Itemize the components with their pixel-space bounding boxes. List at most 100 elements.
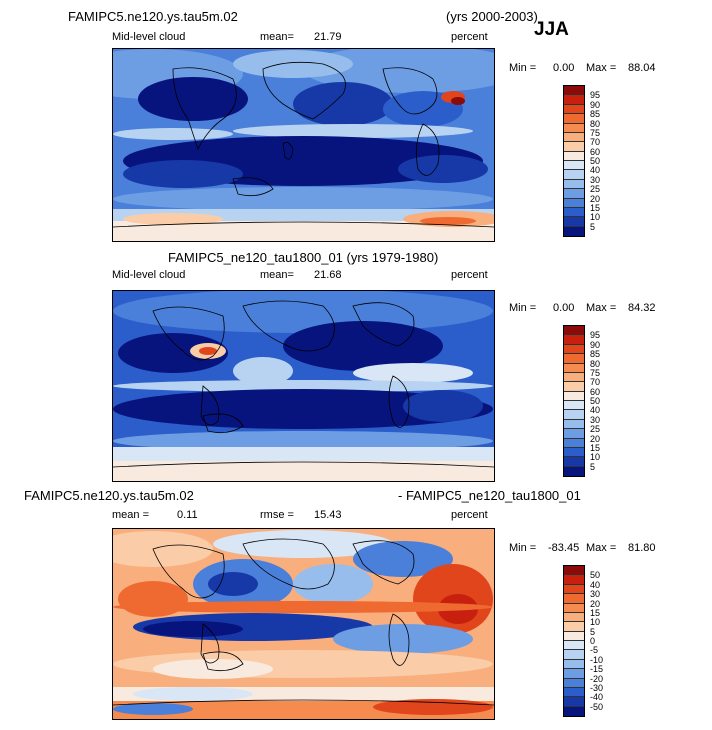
panel1-units: percent: [451, 31, 488, 43]
colorbar-swatch: [564, 372, 584, 383]
panel3-colorbar: [563, 565, 585, 717]
colorbar-swatch: [564, 575, 584, 585]
panel3-mean: 0.11: [177, 509, 198, 521]
colorbar-tick-label: 95: [590, 330, 601, 341]
colorbar-swatch: [564, 612, 584, 623]
colorbar-swatch: [564, 363, 584, 373]
panel2-mean-label: mean=: [260, 269, 294, 281]
colorbar-tick-label: 40: [590, 165, 601, 176]
colorbar-swatch: [564, 114, 584, 124]
panel2-units: percent: [451, 269, 488, 281]
panel1-cloud-map: [112, 48, 495, 242]
panel2-max-label: Max =: [586, 302, 617, 314]
colorbar-tick-label: 85: [590, 349, 601, 360]
colorbar-swatch: [564, 466, 584, 476]
colorbar-swatch: [564, 132, 584, 143]
colorbar-tick-label: 75: [590, 127, 601, 138]
panel1-colorbar: [563, 85, 585, 237]
panel3-max: 81.80: [628, 542, 656, 554]
colorbar-tick-label: 15: [590, 202, 601, 213]
colorbar-tick-label: 10: [590, 452, 601, 463]
panel1-min-label: Min =: [509, 62, 537, 74]
colorbar-swatch: [564, 669, 584, 679]
colorbar-swatch: [564, 594, 584, 604]
panel3-difference-map: [112, 528, 495, 720]
colorbar-swatch: [564, 419, 584, 430]
colorbar-swatch: [564, 438, 584, 448]
colorbar-swatch: [564, 641, 584, 651]
colorbar-swatch: [564, 697, 584, 707]
colorbar-swatch: [564, 217, 584, 227]
colorbar-swatch: [564, 603, 584, 613]
colorbar-swatch: [564, 326, 584, 336]
panel1-max: 88.04: [628, 62, 656, 74]
colorbar-swatch: [564, 687, 584, 698]
panel1-min: 0.00: [553, 62, 575, 74]
colorbar-swatch: [564, 631, 584, 641]
panel2-min-label: Min =: [509, 302, 537, 314]
colorbar-swatch: [564, 622, 584, 632]
colorbar-tick-label: 25: [590, 184, 601, 195]
colorbar-tick-label: 40: [590, 579, 601, 590]
colorbar-swatch: [564, 198, 584, 208]
colorbar-tick-label: 30: [590, 414, 601, 425]
colorbar-tick-label: 5: [590, 461, 596, 472]
panel1-years: (yrs 2000-2003): [446, 9, 538, 24]
colorbar-swatch: [564, 429, 584, 439]
colorbar-swatch: [564, 344, 584, 355]
panel1-case-title: FAMIPC5.ne120.ys.tau5m.02: [68, 9, 238, 24]
panel3-case-b: - FAMIPC5_ne120_tau1800_01: [398, 488, 581, 503]
colorbar-tick-label: 15: [590, 442, 601, 453]
colorbar-swatch: [564, 151, 584, 161]
colorbar-tick-label: 50: [590, 156, 601, 166]
panel2-mean: 21.68: [314, 269, 342, 281]
panel3-max-label: Max =: [586, 542, 617, 554]
colorbar-tick-label: -50: [590, 701, 604, 712]
colorbar-tick-label: -5: [590, 645, 599, 656]
panel1-field: Mid-level cloud: [112, 31, 186, 43]
colorbar-swatch: [564, 354, 584, 364]
colorbar-tick-label: 90: [590, 99, 601, 110]
colorbar-swatch: [564, 566, 584, 576]
colorbar-swatch: [564, 123, 584, 133]
colorbar-swatch: [564, 207, 584, 218]
colorbar-swatch: [564, 706, 584, 716]
colorbar-tick-label: 90: [590, 339, 601, 350]
colorbar-swatch: [564, 410, 584, 420]
panel3-mean-label: mean =: [112, 509, 149, 521]
colorbar-swatch: [564, 335, 584, 345]
panel3-rmse: 15.43: [314, 509, 342, 521]
colorbar-tick-label: 20: [590, 193, 601, 204]
colorbar-tick-label: 20: [590, 433, 601, 444]
colorbar-swatch: [564, 179, 584, 190]
colorbar-tick-label: 70: [590, 137, 601, 148]
colorbar-tick-label: 50: [590, 570, 601, 581]
season-label: JJA: [534, 19, 569, 40]
colorbar-swatch: [564, 382, 584, 392]
panel3-case-a: FAMIPC5.ne120.ys.tau5m.02: [24, 488, 194, 503]
colorbar-tick-label: 80: [590, 358, 601, 369]
colorbar-tick-label: 40: [590, 405, 601, 416]
colorbar-swatch: [564, 650, 584, 660]
colorbar-tick-label: 20: [590, 598, 601, 609]
colorbar-tick-label: -20: [590, 673, 604, 684]
panel3-min-label: Min =: [509, 542, 537, 554]
panel1-max-label: Max =: [586, 62, 617, 74]
colorbar-tick-label: 95: [590, 90, 601, 101]
colorbar-swatch: [564, 401, 584, 411]
colorbar-tick-label: 85: [590, 109, 601, 120]
panel2-colorbar: [563, 325, 585, 477]
colorbar-tick-label: 10: [590, 212, 601, 223]
panel2-min: 0.00: [553, 302, 575, 314]
colorbar-swatch: [564, 659, 584, 670]
colorbar-tick-label: 0: [590, 636, 596, 646]
colorbar-tick-label: 15: [590, 607, 601, 618]
colorbar-tick-label: -40: [590, 692, 604, 703]
panel3-rmse-label: rmse =: [260, 509, 294, 521]
colorbar-tick-label: 30: [590, 174, 601, 185]
colorbar-swatch: [564, 104, 584, 115]
panel3-units: percent: [451, 509, 488, 521]
panel2-field: Mid-level cloud: [112, 269, 186, 281]
colorbar-swatch: [564, 142, 584, 152]
colorbar-tick-label: 10: [590, 617, 601, 628]
